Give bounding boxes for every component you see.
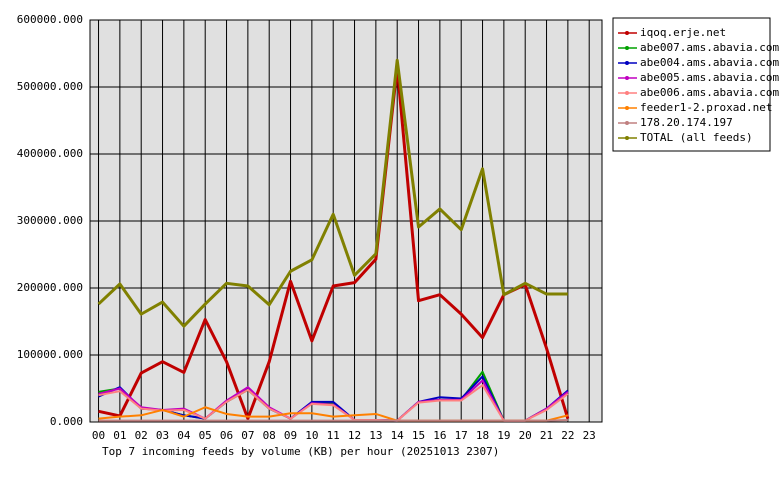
legend-label: iqoq.erje.net bbox=[640, 26, 726, 39]
y-tick-label: 200000.000 bbox=[17, 281, 83, 294]
series-line bbox=[98, 418, 568, 422]
x-tick-label: 10 bbox=[305, 429, 318, 442]
legend-label: abe007.ams.abavia.com bbox=[640, 41, 779, 54]
x-tick-label: 04 bbox=[177, 429, 191, 442]
x-tick-label: 13 bbox=[369, 429, 382, 442]
legend-label: abe004.ams.abavia.com bbox=[640, 56, 779, 69]
y-tick-label: 300000.000 bbox=[17, 214, 83, 227]
y-tick-label: 600000.000 bbox=[17, 13, 83, 26]
x-tick-label: 00 bbox=[92, 429, 105, 442]
x-tick-label: 17 bbox=[455, 429, 468, 442]
plot-border bbox=[89, 19, 603, 423]
y-tick-label: 400000.000 bbox=[17, 147, 83, 160]
x-tick-label: 14 bbox=[391, 429, 405, 442]
x-tick-label: 21 bbox=[540, 429, 553, 442]
x-tick-label: 11 bbox=[327, 429, 340, 442]
x-tick-label: 08 bbox=[263, 429, 276, 442]
x-tick-label: 15 bbox=[412, 429, 425, 442]
y-tick-label: 100000.000 bbox=[17, 348, 83, 361]
legend-label: 178.20.174.197 bbox=[640, 116, 733, 129]
x-tick-label: 16 bbox=[433, 429, 446, 442]
legend-label: TOTAL (all feeds) bbox=[640, 131, 753, 144]
legend-marker bbox=[625, 136, 629, 140]
x-tick-label: 05 bbox=[199, 429, 212, 442]
legend-marker bbox=[625, 76, 629, 80]
legend-label: abe005.ams.abavia.com bbox=[640, 71, 779, 84]
legend-marker bbox=[625, 91, 629, 95]
x-tick-label: 09 bbox=[284, 429, 297, 442]
x-tick-label: 06 bbox=[220, 429, 233, 442]
y-tick-label: 0.000 bbox=[50, 415, 83, 428]
series-line bbox=[98, 384, 569, 422]
legend-marker bbox=[625, 46, 629, 50]
x-tick-label: 12 bbox=[348, 429, 361, 442]
x-tick-label: 03 bbox=[156, 429, 169, 442]
legend-marker bbox=[625, 106, 629, 110]
series-line bbox=[98, 65, 570, 421]
series-line bbox=[97, 58, 568, 328]
x-tick-label: 01 bbox=[113, 429, 126, 442]
x-tick-label: 18 bbox=[476, 429, 489, 442]
y-tick-label: 500000.000 bbox=[17, 80, 83, 93]
x-tick-label: 07 bbox=[241, 429, 254, 442]
x-tick-label: 22 bbox=[561, 429, 574, 442]
x-tick-label: 02 bbox=[135, 429, 148, 442]
chart-title: Top 7 incoming feeds by volume (KB) per … bbox=[102, 445, 499, 458]
x-tick-label: 19 bbox=[497, 429, 510, 442]
legend-marker bbox=[625, 121, 629, 125]
legend-label: feeder1-2.proxad.net bbox=[640, 101, 772, 114]
legend-marker bbox=[625, 31, 629, 35]
legend-marker bbox=[625, 61, 629, 65]
x-tick-label: 23 bbox=[583, 429, 596, 442]
legend-label: abe006.ams.abavia.com bbox=[640, 86, 779, 99]
x-tick-label: 20 bbox=[519, 429, 532, 442]
legend bbox=[612, 17, 771, 152]
